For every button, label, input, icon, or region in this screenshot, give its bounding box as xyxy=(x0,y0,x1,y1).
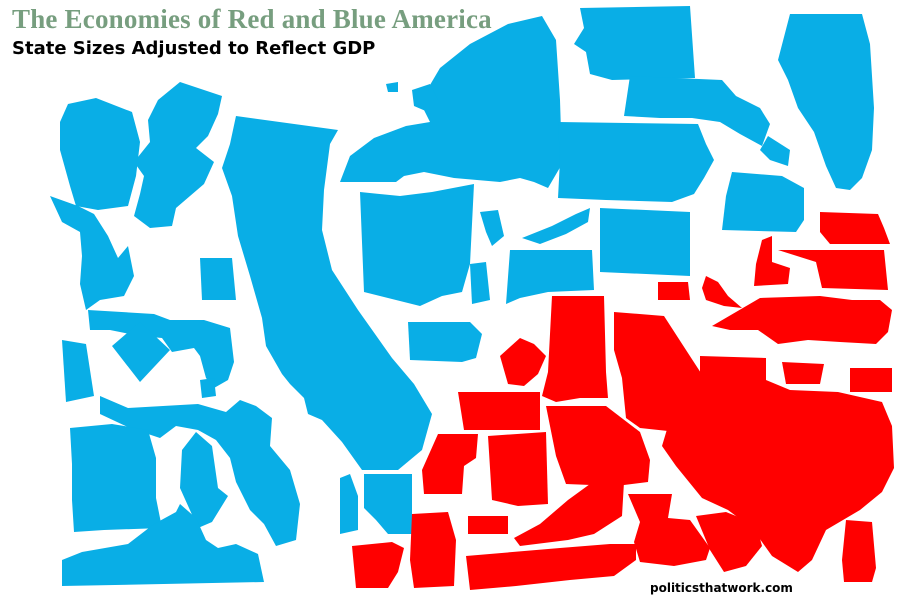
source-credit: politicsthatwork.com xyxy=(650,581,793,595)
red-state-shape xyxy=(468,516,508,534)
map-title: The Economies of Red and Blue America xyxy=(12,4,492,34)
red-state-shape xyxy=(628,494,710,566)
blue-state-shape xyxy=(470,262,490,304)
blue-state-shape xyxy=(180,432,228,528)
red-state-shape xyxy=(820,212,890,244)
red-state-shape xyxy=(410,512,456,588)
blue-state-shape xyxy=(412,84,438,112)
blue-state-shape xyxy=(134,82,222,228)
blue-state-shape xyxy=(340,16,562,188)
red-state-shape xyxy=(542,296,608,402)
blue-state-shape xyxy=(200,258,236,300)
blue-state-shape xyxy=(340,474,358,534)
red-state-shape xyxy=(842,520,876,582)
blue-state-shape xyxy=(558,122,714,202)
blue-state-shape xyxy=(100,396,300,546)
blue-state-shape xyxy=(222,116,432,470)
blue-state-shape xyxy=(760,136,790,166)
blue-state-shape xyxy=(480,210,504,246)
blue-state-shape xyxy=(722,172,804,232)
blue-state-shape xyxy=(600,208,690,276)
red-state-shape xyxy=(458,392,540,430)
blue-state-shape xyxy=(778,14,874,190)
red-state-shape xyxy=(696,512,762,572)
blue-state-shape xyxy=(112,322,170,382)
red-state-shape xyxy=(422,434,478,494)
red-state-shape xyxy=(488,432,548,506)
blue-state-shape xyxy=(386,82,398,92)
blue-state-shape xyxy=(364,474,412,534)
blue-state-shape xyxy=(506,250,594,304)
red-state-shape xyxy=(850,368,892,392)
blue-state-shape xyxy=(200,378,216,398)
red-state-shape xyxy=(514,482,624,546)
red-state-shape xyxy=(658,282,690,300)
red-states-group xyxy=(352,212,894,590)
blue-state-shape xyxy=(62,504,264,586)
blue-state-shape xyxy=(360,184,474,306)
blue-state-shape xyxy=(624,76,770,146)
blue-state-shape xyxy=(408,322,482,362)
blue-state-shape xyxy=(522,208,590,244)
map-subtitle: State Sizes Adjusted to Reflect GDP xyxy=(12,38,376,59)
blue-state-shape xyxy=(50,196,134,310)
red-state-shape xyxy=(778,250,888,290)
red-state-shape xyxy=(712,296,892,344)
red-state-shape xyxy=(782,362,824,384)
blue-state-shape xyxy=(70,424,162,532)
red-state-shape xyxy=(614,312,712,434)
red-state-shape xyxy=(546,406,650,486)
red-state-shape xyxy=(754,236,790,286)
blue-state-shape xyxy=(60,98,140,210)
red-state-shape xyxy=(466,544,636,590)
blue-state-shape xyxy=(574,6,695,80)
blue-state-shape xyxy=(62,340,94,402)
red-state-shape xyxy=(352,542,404,588)
red-state-shape xyxy=(662,356,894,572)
red-state-shape xyxy=(702,276,742,308)
blue-states-group xyxy=(50,6,874,586)
blue-state-shape xyxy=(88,310,234,388)
red-state-shape xyxy=(500,338,546,386)
